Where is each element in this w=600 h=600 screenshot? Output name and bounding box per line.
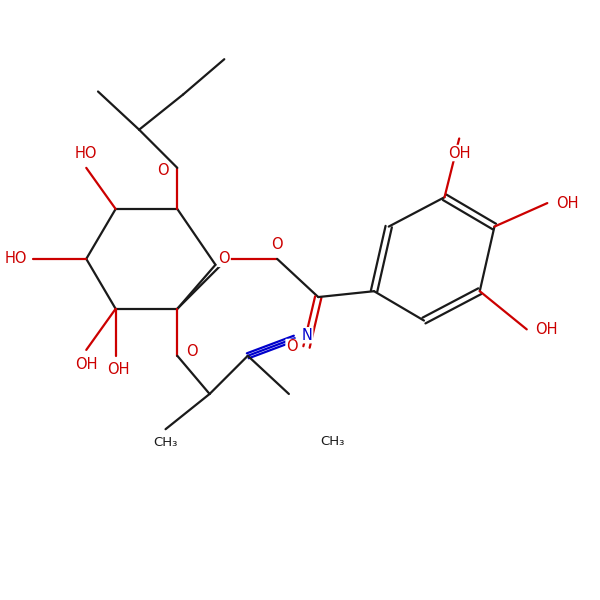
Text: N: N [302,328,313,343]
Text: OH: OH [536,322,558,337]
Text: O: O [157,163,169,178]
Text: HO: HO [75,146,98,161]
Text: HO: HO [5,251,28,266]
Text: CH₃: CH₃ [154,436,178,449]
Text: O: O [186,344,198,359]
Text: CH₃: CH₃ [321,435,345,448]
Text: O: O [271,237,283,252]
Text: OH: OH [107,362,130,377]
Text: OH: OH [448,146,470,161]
Text: O: O [286,340,298,355]
Text: OH: OH [556,196,578,211]
Text: O: O [218,251,230,266]
Text: OH: OH [75,357,98,372]
